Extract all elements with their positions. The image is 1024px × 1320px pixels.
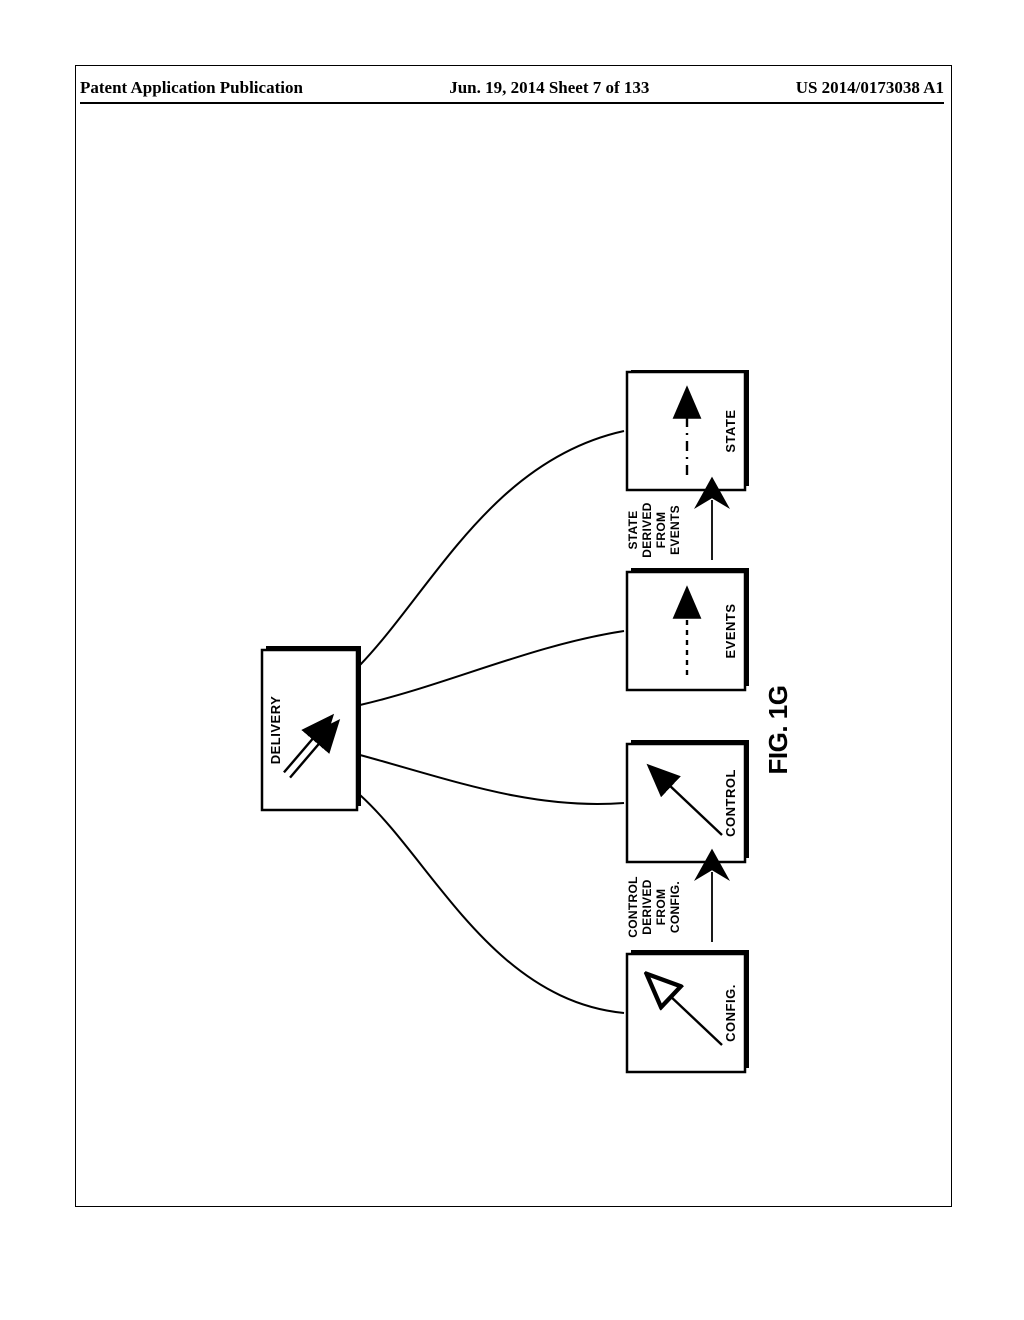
- svg-text:CONTROL: CONTROL: [626, 876, 640, 937]
- header-center: Jun. 19, 2014 Sheet 7 of 133: [449, 78, 649, 98]
- svg-text:STATE: STATE: [626, 510, 640, 549]
- flowchart-svg: DELIVERY CONFIG. CONTROL EVENTS STATE CONTROL…: [232, 370, 792, 1090]
- svg-text:FIG. 1G: FIG. 1G: [763, 686, 792, 775]
- svg-text:FROM: FROM: [654, 889, 668, 926]
- connector-control: [360, 755, 624, 804]
- svg-text:STATE: STATE: [723, 409, 738, 452]
- svg-text:DELIVERY: DELIVERY: [268, 696, 283, 765]
- svg-text:CONTROL: CONTROL: [723, 769, 738, 837]
- svg-text:DERIVED: DERIVED: [640, 879, 654, 934]
- connector-state: [360, 431, 624, 665]
- page-header: Patent Application Publication Jun. 19, …: [0, 78, 1024, 104]
- svg-text:CONFIG.: CONFIG.: [668, 881, 682, 933]
- header-left: Patent Application Publication: [80, 78, 303, 98]
- svg-text:CONFIG.: CONFIG.: [723, 984, 738, 1042]
- header-right: US 2014/0173038 A1: [796, 78, 944, 98]
- connector-config: [360, 795, 624, 1013]
- svg-text:FROM: FROM: [654, 512, 668, 549]
- diagram-container: DELIVERY CONFIG. CONTROL EVENTS STATE CONTROL…: [232, 370, 792, 1090]
- svg-text:EVENTS: EVENTS: [668, 505, 682, 555]
- svg-text:EVENTS: EVENTS: [723, 603, 738, 658]
- connector-events: [360, 631, 624, 705]
- svg-text:DERIVED: DERIVED: [640, 502, 654, 557]
